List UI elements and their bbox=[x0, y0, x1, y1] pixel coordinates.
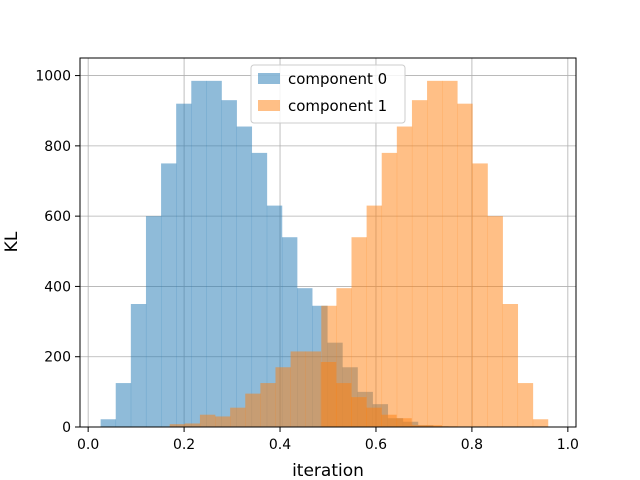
plot-frame bbox=[79, 57, 577, 428]
histogram-bar-series-2 bbox=[442, 80, 458, 427]
histogram-bar-series-1 bbox=[184, 423, 201, 427]
legend-swatch-component-1 bbox=[258, 100, 280, 111]
histogram-bar-series-1 bbox=[199, 414, 216, 427]
histogram-bar-series-0 bbox=[221, 100, 237, 428]
histogram-bar-series-0 bbox=[251, 152, 268, 427]
histogram-bar-series-2 bbox=[472, 163, 488, 427]
histogram-bar-series-2 bbox=[457, 103, 473, 427]
y-tick-label: 400 bbox=[44, 279, 71, 295]
histogram-bar-series-1 bbox=[290, 351, 306, 427]
x-tick-label: 0.2 bbox=[173, 437, 195, 453]
x-tick-label: 0.6 bbox=[365, 437, 387, 453]
histogram-bar-series-0 bbox=[115, 383, 132, 427]
y-tick-label: 800 bbox=[44, 139, 71, 155]
histogram-bar-series-2 bbox=[336, 288, 352, 427]
legend-label-component-1: component 1 bbox=[288, 97, 387, 115]
histogram-bar-series-2 bbox=[381, 152, 398, 427]
legend-swatch-component-0 bbox=[258, 73, 280, 84]
histogram-bar-series-2 bbox=[366, 205, 383, 427]
histogram-bar-series-1 bbox=[260, 383, 276, 427]
histogram-bar-series-2 bbox=[427, 80, 443, 427]
histogram-bars bbox=[100, 80, 549, 428]
histogram-bar-series-2 bbox=[411, 100, 428, 428]
x-tick-label: 0.4 bbox=[269, 437, 291, 453]
histogram-bar-series-2 bbox=[321, 305, 337, 427]
y-tick-label: 1000 bbox=[35, 69, 71, 85]
histogram-bar-series-1 bbox=[215, 416, 231, 427]
y-axis-ticks: 0 200 400 600 800 1000 bbox=[35, 69, 80, 436]
y-tick-label: 200 bbox=[44, 350, 71, 366]
x-tick-label: 0.8 bbox=[461, 437, 483, 453]
y-tick-label: 0 bbox=[62, 420, 71, 436]
y-tick-label: 600 bbox=[44, 209, 71, 225]
histogram-bar-series-2 bbox=[532, 419, 549, 427]
histogram-bar-series-0 bbox=[130, 304, 147, 427]
legend: component 0 component 1 bbox=[250, 64, 406, 124]
histogram-bar-series-0 bbox=[206, 80, 222, 427]
histogram-bar-series-0 bbox=[191, 80, 207, 427]
histogram-bar-series-2 bbox=[487, 216, 503, 427]
legend-box bbox=[250, 64, 406, 124]
histogram-bar-series-1 bbox=[230, 407, 246, 427]
histogram-bar-series-0 bbox=[145, 216, 162, 427]
histogram-bar-series-1 bbox=[245, 393, 261, 427]
x-tick-label: 0.0 bbox=[77, 437, 99, 453]
histogram-bar-series-2 bbox=[396, 126, 413, 428]
histogram-bar-series-0 bbox=[236, 126, 253, 428]
histogram-bar-series-2 bbox=[517, 383, 534, 427]
histogram-bar-series-0 bbox=[176, 103, 192, 427]
x-axis-label: iteration bbox=[292, 461, 364, 480]
histogram-bar-series-2 bbox=[351, 237, 367, 427]
legend-label-component-0: component 0 bbox=[288, 70, 387, 88]
y-axis-label: KL bbox=[2, 231, 22, 252]
histogram-bar-series-0 bbox=[100, 419, 117, 427]
histogram-bar-series-0 bbox=[161, 163, 177, 427]
x-axis-ticks: 0.0 0.2 0.4 0.6 0.8 1.0 bbox=[77, 427, 579, 453]
histogram-bar-series-2 bbox=[502, 304, 519, 427]
histogram-bar-series-1 bbox=[275, 367, 291, 427]
x-tick-label: 1.0 bbox=[557, 437, 579, 453]
histogram-bar-series-1 bbox=[169, 424, 186, 427]
histogram-bar-series-1 bbox=[305, 351, 322, 427]
